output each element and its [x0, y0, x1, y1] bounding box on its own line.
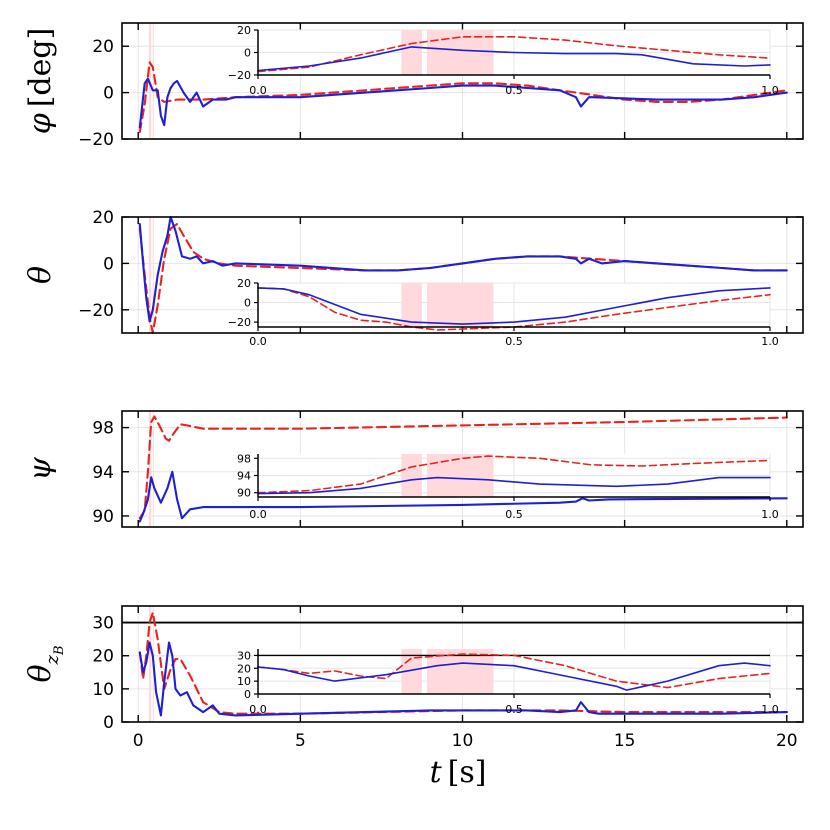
- panel-theta_zB-ylabel-subscript: z: [42, 654, 63, 665]
- panel-psi-ytick-label-2: 98: [92, 419, 114, 439]
- panel-psi-inset: 90 94 98 0.0 0.5 1.0: [237, 452, 779, 521]
- panel-theta-inset: −20 0 20 0.0 0.5 1.0: [228, 277, 779, 348]
- panel-theta-inset-ytick-label-2: 20: [237, 277, 251, 290]
- panel-theta_zB-inset-shade-0: [401, 649, 422, 694]
- x-tick-label-4: 20: [776, 731, 798, 751]
- x-label-unit: [s]: [448, 755, 487, 790]
- panel-phi-ylabel: φ [deg]: [23, 28, 58, 135]
- panel-psi-inset-shade-0: [401, 454, 422, 497]
- panel-phi-inset-ytick-label-1: 0: [244, 47, 251, 60]
- panel-theta-inset-xtick-label-2: 1.0: [761, 335, 779, 348]
- panel-phi-inset-shade-0: [401, 30, 422, 75]
- panel-phi-ytick-label-2: 20: [92, 37, 114, 57]
- panel-theta-inset-series-actual-line: [257, 287, 771, 325]
- panel-psi-inset-xtick-label-0: 0.0: [249, 508, 267, 521]
- panel-theta-ytick-label-0: −20: [78, 301, 114, 321]
- panel-phi-ytick-label-0: −20: [78, 130, 114, 150]
- panel-theta-inset-series-reference-line: [257, 287, 771, 331]
- x-tick-label-0: 0: [133, 731, 144, 751]
- panel-phi-series-actual-line: [138, 77, 788, 129]
- panel-theta-inset-xtick-label-1: 0.5: [505, 335, 523, 348]
- panel-theta_zB-ytick-label-0: 0: [103, 713, 114, 733]
- panel-psi-inset-series-actual-line: [257, 476, 771, 495]
- panel-phi-inset-ytick-label-2: 20: [237, 24, 251, 37]
- panel-psi-inset-ytick-label-0: 90: [237, 487, 251, 500]
- panel-phi-series-reference-line: [138, 61, 788, 134]
- panel-theta-ylabel: θ: [23, 266, 58, 284]
- panel-phi-inset-xtick-label-2: 1.0: [761, 84, 779, 97]
- panel-phi-inset-series-actual-line: [257, 46, 771, 72]
- panel-phi: −20 0 20 φ [deg] −20 0 20 0.0 0.5 1.0: [23, 22, 804, 150]
- panel-theta_zB-ytick-label-3: 30: [92, 614, 114, 634]
- x-tick-label-1: 5: [295, 731, 306, 751]
- panel-theta-inset-shade-1: [426, 283, 494, 327]
- panel-psi-ylabel-symbol: ψ: [23, 457, 58, 481]
- panel-psi-ylabel: ψ: [23, 457, 58, 481]
- panel-psi: 90 94 98 ψ 90 94 98 0.0 0.5 1.0: [23, 410, 804, 528]
- panel-phi-inset-xtick-label-0: 0.0: [249, 84, 267, 97]
- panel-theta_zB-ytick-label-2: 20: [92, 647, 114, 667]
- panel-psi-ytick-label-1: 94: [92, 463, 114, 483]
- panel-phi-ylabel-unit: [deg]: [23, 28, 58, 108]
- panel-phi-inset-series-reference-line: [257, 36, 771, 73]
- panel-theta_zB-inset-ytick-label-2: 20: [237, 662, 251, 675]
- panel-theta-inset-ytick-label-1: 0: [244, 297, 251, 310]
- panels: −20 0 20 φ [deg] −20 0 20 0.0 0.5 1.0 −20 0 20 θ −20 0 20…: [23, 22, 804, 751]
- panel-psi-ytick-label-0: 90: [92, 507, 114, 527]
- panel-theta_zB-series-reference-line: [138, 611, 788, 715]
- panel-psi-inset-xtick-label-1: 0.5: [505, 508, 523, 521]
- panel-theta_zB-inset-ytick-label-0: 0: [244, 688, 251, 701]
- panel-theta_zB-inset-xtick-label-0: 0.0: [249, 703, 267, 716]
- panel-theta_zB-inset-series-reference-line: [257, 653, 771, 689]
- panel-theta_zB-inset-ytick-label-3: 30: [237, 649, 251, 662]
- panel-theta-shade-1: [152, 217, 154, 333]
- panel-theta_zB-ylabel-symbol: θ: [23, 664, 58, 682]
- panel-theta-series-actual-line: [138, 215, 788, 323]
- panel-theta_zB-shade-0: [148, 606, 152, 722]
- panel-phi-inset: −20 0 20 0.0 0.5 1.0: [228, 24, 779, 97]
- panel-psi-series-actual-line: [138, 470, 788, 523]
- panel-theta_zB-ylabel: θzB: [23, 645, 67, 682]
- x-tick-label-3: 15: [614, 731, 636, 751]
- panel-theta-ytick-label-1: 0: [103, 254, 114, 274]
- panel-theta-ylabel-symbol: θ: [23, 266, 58, 284]
- panel-phi-inset-xtick-label-1: 0.5: [505, 84, 523, 97]
- panel-psi-shade-0: [148, 411, 152, 527]
- panel-theta_zB-inset-series-actual-line: [257, 662, 771, 691]
- panel-psi-series-reference-line: [138, 415, 788, 520]
- panel-theta_zB-inset-xtick-label-2: 1.0: [761, 703, 779, 716]
- panel-theta_zB-series-actual-line: [138, 641, 788, 717]
- panel-psi-inset-xtick-label-2: 1.0: [761, 508, 779, 521]
- panel-phi-ylabel-symbol: φ: [23, 113, 58, 134]
- panel-psi-shade-1: [152, 411, 154, 527]
- panel-phi-inset-ytick-label-0: −20: [228, 69, 251, 82]
- panel-phi-shade-1: [152, 23, 154, 139]
- panel-theta-inset-xtick-label-0: 0.0: [249, 335, 267, 348]
- panel-psi-inset-ytick-label-1: 94: [237, 470, 251, 483]
- panel-psi-inset-shade-1: [426, 454, 494, 497]
- x-tick-label-2: 10: [452, 731, 474, 751]
- panel-theta_zB-inset-ytick-label-1: 10: [237, 675, 251, 688]
- x-axis-label: t [s]: [430, 755, 487, 790]
- panel-theta-shade-0: [148, 217, 152, 333]
- panel-theta_zB-ylabel-subsubscript: B: [52, 645, 67, 656]
- panel-psi-inset-ytick-label-2: 98: [237, 452, 251, 465]
- panel-phi-shade-0: [148, 23, 152, 139]
- panel-theta: −20 0 20 θ −20 0 20 0.0 0.5 1.0: [23, 208, 804, 348]
- x-label-symbol: t: [430, 755, 443, 790]
- panel-theta_zB-ytick-label-1: 10: [92, 680, 114, 700]
- panel-psi-inset-series-reference-line: [257, 455, 771, 494]
- panel-phi-ytick-label-1: 0: [103, 84, 114, 104]
- panel-theta-inset-ytick-label-0: −20: [228, 316, 251, 329]
- panel-theta-ytick-label-2: 20: [92, 208, 114, 228]
- panel-theta_zB-inset-xtick-label-1: 0.5: [505, 703, 523, 716]
- panel-theta-inset-shade-0: [401, 283, 422, 327]
